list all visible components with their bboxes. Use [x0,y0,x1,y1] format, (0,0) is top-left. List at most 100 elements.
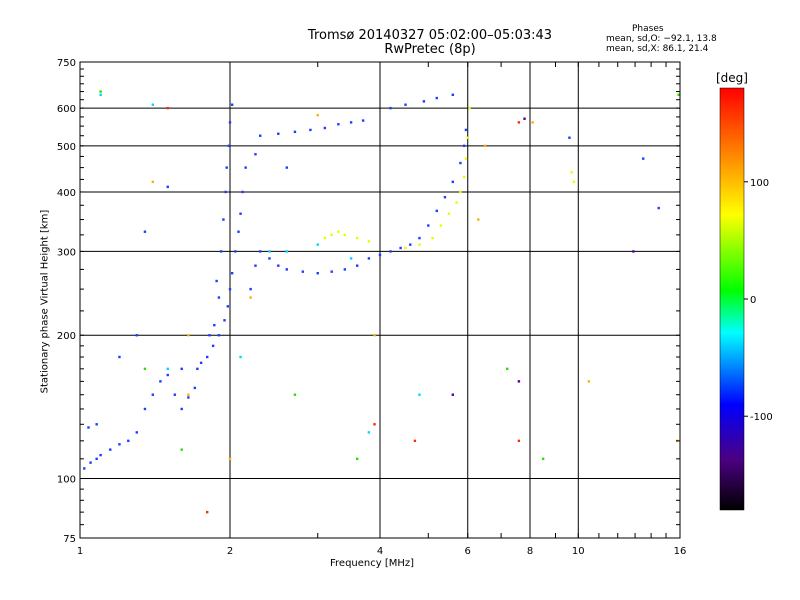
data-point [187,396,190,399]
data-point [431,236,434,240]
data-points [83,90,680,514]
data-point [239,355,242,359]
data-point [285,250,288,253]
data-point [213,323,216,327]
data-point [127,439,130,443]
axis-ticks: 1 2 4 6 8 10 16 75 100 200 300 400 500 600 750 [57,58,686,557]
data-point [373,423,376,426]
data-point [219,250,223,253]
data-point [587,380,591,383]
data-point [316,243,319,246]
data-point [135,431,138,434]
data-point [418,243,421,246]
data-point [337,230,340,233]
data-point [523,117,526,120]
data-point [95,457,98,461]
data-point [217,296,221,299]
data-point [193,386,197,390]
data-point [187,393,190,396]
data-point [451,180,455,184]
data-point [196,367,199,371]
data-point [451,393,455,396]
data-point [187,334,190,337]
data-point [418,393,421,396]
data-point [677,93,680,96]
data-point [249,296,252,299]
data-point [135,334,138,337]
data-point [367,431,371,434]
data-point [389,250,392,253]
data-point [517,439,521,443]
data-point [239,212,242,215]
data-point [211,344,215,348]
data-point [109,448,112,451]
data-point [228,457,232,461]
data-point [477,218,480,221]
data-point [378,253,382,257]
data-point [259,134,262,137]
data-point [337,123,340,126]
data-point [451,93,455,96]
data-point [367,240,371,243]
data-point [215,279,218,283]
data-point [224,190,227,194]
data-point [226,305,230,308]
data-point [228,287,232,291]
data-point [166,185,169,189]
phases-o-stats: mean, sd,O: −92.1, 13.8 [606,34,717,44]
data-point [349,121,353,124]
data-point [483,144,487,148]
data-point [143,230,147,233]
data-point [151,393,155,396]
x-axis-label: Frequency [MHz] [330,558,415,569]
x-tick-label: 8 [527,546,533,557]
y-tick-label: 75 [63,534,76,545]
data-point [217,334,221,337]
data-point [435,209,438,213]
data-point [254,264,257,267]
data-point [277,132,280,135]
data-point [330,270,333,273]
data-point [361,119,365,122]
data-point [632,250,635,253]
data-point [151,103,155,106]
data-point [367,257,371,260]
data-point [268,250,271,253]
data-point [293,130,297,134]
data-point [259,250,262,253]
chart-subtitle: RwPretec (8p) [384,42,476,57]
data-point [223,319,226,322]
colorbar-label: [deg] [716,71,748,85]
data-point [205,355,209,359]
data-point [330,233,333,237]
data-point [541,457,545,461]
data-point [166,106,169,110]
data-point [572,180,576,184]
y-tick-label: 750 [57,58,76,69]
data-point [427,224,430,227]
data-point [199,361,203,365]
data-point [293,393,297,396]
data-point [505,367,509,371]
data-point [301,270,305,273]
data-point [180,367,183,371]
data-point [285,166,288,169]
colorbar-tick-label: 100 [750,178,769,189]
data-point [343,233,347,237]
data-point [166,367,169,371]
data-point [118,355,121,359]
data-point [355,457,359,461]
phase-colorbar: [deg] 100 0 -100 [716,71,773,511]
phases-x-stats: mean, sd,X: 86.1, 21.4 [606,44,709,54]
data-point [642,157,645,160]
data-point [87,426,90,429]
data-point [316,272,319,275]
data-point [277,264,280,267]
data-point [389,106,392,110]
data-point [418,236,421,240]
data-point [464,128,468,132]
data-point [459,161,462,165]
data-point [230,272,234,275]
data-point [447,212,451,215]
